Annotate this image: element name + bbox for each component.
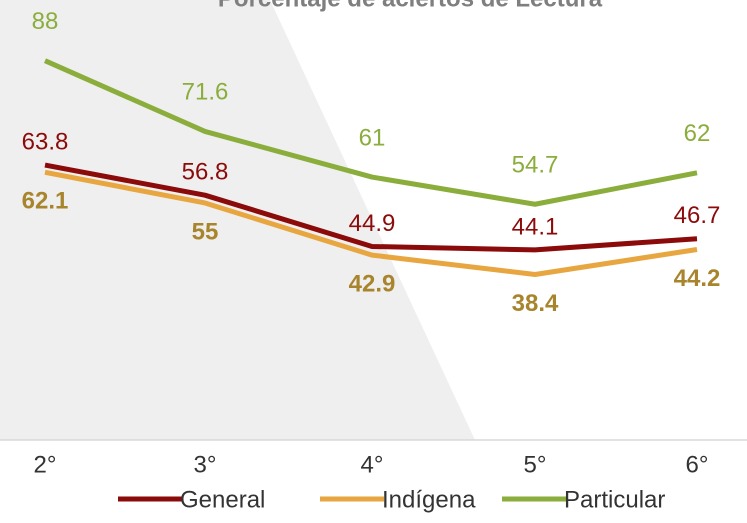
data-label: 61 [359, 124, 386, 151]
data-label: 71.6 [182, 79, 229, 106]
series-line [43, 58, 698, 207]
series-line [44, 169, 698, 277]
data-label: 44.1 [512, 213, 559, 240]
series-line [44, 162, 698, 253]
x-tick-label: 3° [194, 451, 217, 478]
background-shape [0, 0, 475, 440]
legend-label: General [180, 486, 265, 513]
data-label: 88 [32, 8, 59, 35]
data-label: 54.7 [512, 152, 559, 179]
data-label: 46.7 [674, 202, 721, 229]
data-label: 55 [192, 218, 219, 245]
data-label: 44.9 [349, 210, 396, 237]
data-label: 62 [684, 120, 711, 147]
x-tick-label: 6° [686, 451, 709, 478]
data-label: 62.1 [22, 188, 69, 215]
data-label: 44.2 [674, 265, 721, 292]
x-tick-label: 5° [524, 451, 547, 478]
x-tick-label: 4° [361, 451, 384, 478]
data-label: 63.8 [22, 128, 69, 155]
data-label: 38.4 [512, 290, 559, 317]
x-tick-label: 2° [34, 451, 57, 478]
legend-label: Particular [564, 486, 665, 513]
legend-label: Indígena [382, 486, 476, 513]
data-label: 42.9 [349, 270, 396, 297]
chart-title: Porcentaje de aciertos de Lectura [218, 0, 603, 12]
data-label: 56.8 [182, 159, 229, 186]
